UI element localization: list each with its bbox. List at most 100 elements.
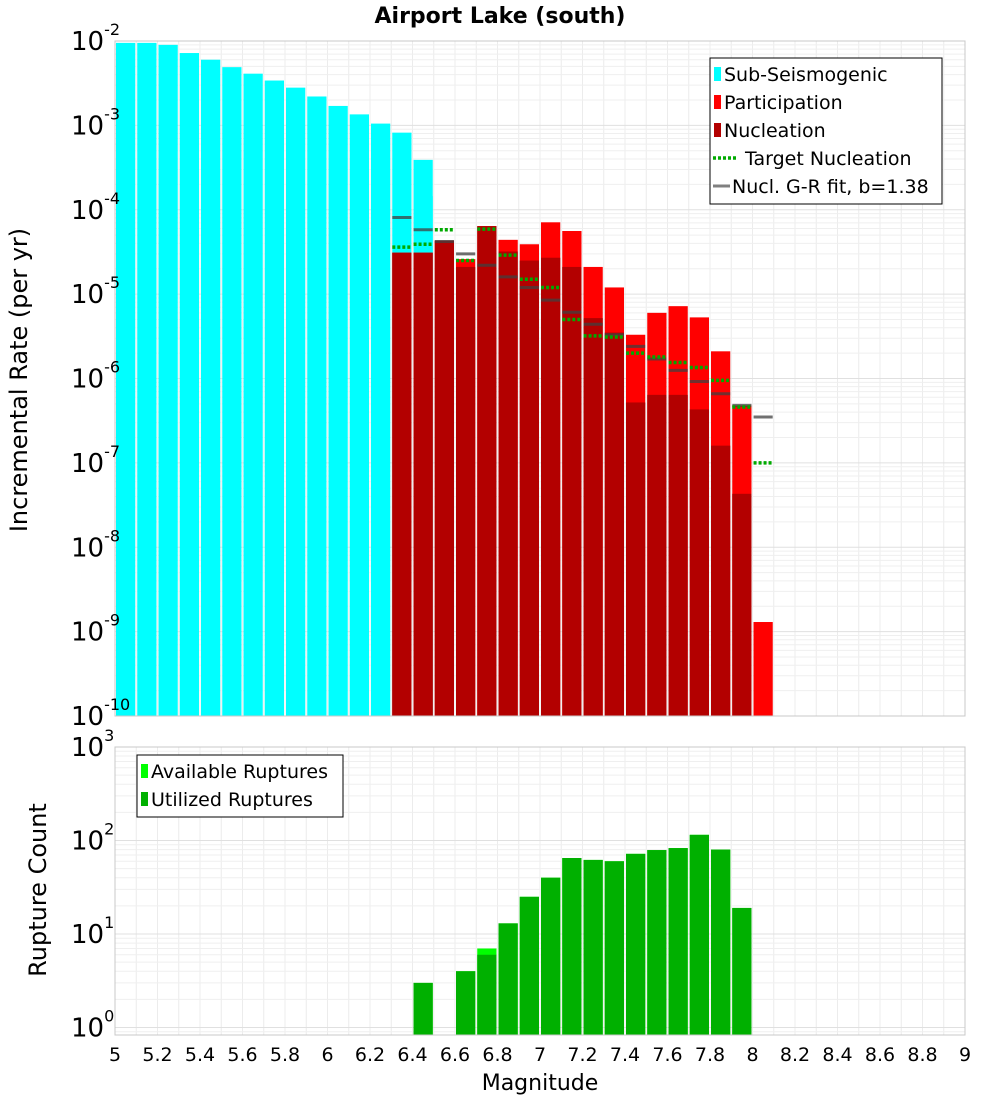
nucleation-bar (604, 332, 624, 716)
utilized-ruptures-bar (583, 859, 603, 1035)
y-tick-exponent: 0 (104, 1007, 114, 1026)
x-axis-label: Magnitude (482, 1071, 599, 1096)
nucleation-bar (626, 402, 646, 716)
utilized-ruptures-bar (689, 834, 709, 1035)
y-tick-exponent: -4 (104, 189, 120, 208)
utilized-ruptures-bar (604, 861, 624, 1035)
y-tick-base: 10 (71, 111, 104, 141)
x-tick-label: 6.2 (355, 1044, 385, 1066)
y-tick-exponent: -7 (104, 442, 120, 461)
y-tick-base: 10 (71, 702, 104, 732)
sub-seismogenic-bar (201, 59, 221, 716)
y-tick-base: 10 (71, 920, 104, 950)
utilized-ruptures-bar (711, 849, 731, 1035)
sub-seismogenic-bar (286, 87, 306, 716)
nucleation-bar (562, 266, 582, 716)
sub-seismogenic-bar (243, 73, 263, 716)
y-tick-base: 10 (71, 618, 104, 648)
x-tick-label: 5.2 (142, 1044, 172, 1066)
nucleation-bar (498, 251, 518, 716)
y-tick-base: 10 (71, 280, 104, 310)
y-tick-base: 10 (71, 27, 104, 57)
sub-seismogenic-bar (264, 80, 284, 716)
nucleation-bar (413, 252, 433, 716)
y-tick-exponent: -10 (104, 695, 130, 714)
nucleation-bar (392, 252, 412, 716)
bottom-grid (114, 747, 966, 1035)
utilized-ruptures-bar (732, 907, 752, 1035)
legend-label: Nucleation (724, 120, 826, 142)
x-tick-label: 7.2 (567, 1044, 597, 1066)
x-tick-label: 9 (959, 1044, 971, 1066)
sub-seismogenic-bar (328, 105, 348, 717)
sub-seismogenic-bar (307, 96, 327, 716)
y-tick-base: 10 (71, 733, 104, 763)
utilized-ruptures-bar (668, 848, 688, 1035)
utilized-ruptures-bar (477, 954, 497, 1035)
y-tick-exponent: -2 (104, 20, 120, 39)
sub-seismogenic-bar (116, 42, 136, 716)
x-tick-label: 7 (534, 1044, 546, 1066)
participation-bar (753, 622, 773, 716)
x-tick-label: 5.6 (227, 1044, 257, 1066)
sub-seismogenic-bar (349, 114, 369, 716)
y-tick-base: 10 (71, 196, 104, 226)
x-tick-label: 8.8 (907, 1044, 937, 1066)
utilized-ruptures-bar (413, 982, 433, 1035)
top-lines (392, 215, 773, 465)
y-tick-label: 103 (71, 726, 114, 763)
x-tick-label: 7.8 (695, 1044, 725, 1066)
legend-swatch (141, 792, 148, 806)
y-tick-label: 10-7 (71, 442, 120, 479)
legend-label: Available Ruptures (151, 761, 328, 783)
y-tick-label: 10-5 (71, 273, 120, 310)
bottom-plot-frame (114, 746, 966, 1036)
nucleation-bar (541, 257, 561, 716)
y-tick-label: 10-6 (71, 358, 120, 395)
legend-label: Participation (724, 92, 843, 114)
bottom-y-axis-label: Rupture Count (24, 803, 52, 977)
legend-box (709, 57, 943, 205)
x-ticks: 5 5.2 5.4 5.6 5.8 6 6.2 6.4 6.6 6.8 7 7.2 7.4 7.6 7.8 8… (109, 1044, 971, 1066)
y-tick-label: 100 (71, 1007, 114, 1044)
utilized-ruptures-bar (541, 877, 561, 1035)
x-tick-label: 6.4 (397, 1044, 427, 1066)
y-tick-base: 10 (71, 365, 104, 395)
y-tick-exponent: 1 (104, 913, 114, 932)
legend-label: Sub-Seismogenic (724, 64, 888, 86)
nucleation-bar (456, 266, 476, 716)
sub-seismogenic-bar (222, 67, 242, 716)
top-bars (116, 42, 773, 717)
x-tick-label: 5.4 (185, 1044, 215, 1066)
x-tick-label: 8.6 (865, 1044, 895, 1066)
utilized-ruptures-bar (562, 858, 582, 1035)
nucleation-bar (519, 260, 539, 716)
x-tick-label: 8.2 (780, 1044, 810, 1066)
x-tick-label: 8.4 (822, 1044, 852, 1066)
x-tick-label: 5 (109, 1044, 121, 1066)
utilized-ruptures-bar (519, 896, 539, 1035)
y-tick-base: 10 (71, 449, 104, 479)
utilized-ruptures-bar (626, 853, 646, 1035)
x-tick-label: 7.6 (652, 1044, 682, 1066)
legend-swatch (714, 67, 721, 81)
y-tick-label: 10-3 (71, 104, 120, 141)
nucleation-bar (583, 318, 603, 716)
utilized-ruptures-bar (498, 923, 518, 1035)
y-tick-exponent: -3 (104, 104, 120, 123)
sub-seismogenic-bar (158, 44, 178, 717)
x-tick-label: 6.6 (440, 1044, 470, 1066)
legend-swatch (141, 764, 148, 778)
nucleation-bar (689, 409, 709, 716)
top-plot-frame (114, 40, 966, 717)
legend-swatch (714, 95, 721, 109)
x-tick-label: 5.8 (270, 1044, 300, 1066)
nucleation-bar (668, 394, 688, 716)
sub-seismogenic-bar (137, 42, 157, 716)
y-tick-base: 10 (71, 827, 104, 857)
top-y-axis-label: Incremental Rate (per yr) (5, 228, 33, 532)
x-tick-label: 6.8 (482, 1044, 512, 1066)
